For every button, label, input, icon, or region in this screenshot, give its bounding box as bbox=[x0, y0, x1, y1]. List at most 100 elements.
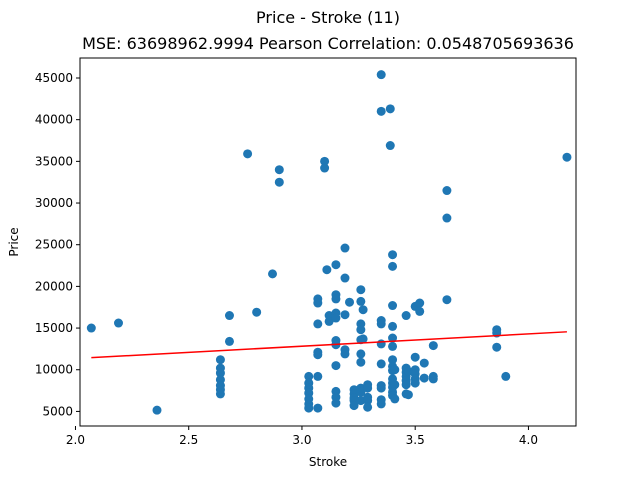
chart-subtitle: MSE: 63698962.9994 Pearson Correlation: … bbox=[82, 34, 574, 53]
data-point bbox=[376, 339, 386, 349]
data-point bbox=[243, 149, 253, 159]
x-tick-label: 3.0 bbox=[292, 433, 311, 447]
data-point bbox=[388, 355, 398, 365]
data-point bbox=[340, 349, 350, 359]
data-point bbox=[415, 306, 425, 316]
data-point bbox=[442, 186, 452, 196]
data-point bbox=[356, 387, 366, 397]
y-tick-label: 30000 bbox=[35, 196, 73, 210]
data-point bbox=[331, 294, 341, 304]
data-point bbox=[363, 383, 373, 393]
data-point bbox=[376, 319, 386, 329]
data-point bbox=[388, 250, 398, 260]
data-point bbox=[345, 297, 355, 307]
data-point bbox=[442, 213, 452, 223]
data-point bbox=[304, 403, 314, 413]
data-point bbox=[388, 341, 398, 351]
data-point bbox=[114, 318, 123, 328]
data-point bbox=[356, 325, 366, 335]
data-point bbox=[324, 316, 334, 326]
data-point bbox=[390, 394, 400, 404]
x-axis-ticks: 2.0 2.5 3.0 3.5 4.0 bbox=[66, 426, 538, 447]
data-point bbox=[356, 396, 366, 406]
data-point bbox=[363, 402, 373, 412]
data-point bbox=[274, 177, 284, 187]
data-point bbox=[331, 313, 341, 323]
data-point bbox=[415, 298, 425, 308]
data-point bbox=[376, 383, 386, 393]
data-point bbox=[376, 70, 386, 80]
x-axis-label: Stroke bbox=[309, 455, 347, 469]
data-point bbox=[385, 104, 395, 114]
data-point bbox=[320, 163, 330, 173]
data-point bbox=[356, 349, 366, 359]
chart-title: Price - Stroke (11) bbox=[256, 8, 400, 27]
data-point bbox=[376, 106, 386, 116]
data-point bbox=[401, 380, 411, 390]
y-tick-label: 15000 bbox=[35, 321, 73, 335]
data-point bbox=[442, 295, 452, 305]
data-point bbox=[358, 305, 368, 315]
data-point bbox=[313, 371, 323, 381]
y-tick-label: 20000 bbox=[35, 279, 73, 293]
data-point bbox=[385, 141, 395, 151]
data-point bbox=[428, 341, 438, 351]
y-tick-label: 40000 bbox=[35, 113, 73, 127]
x-tick-label: 2.0 bbox=[66, 433, 85, 447]
data-point bbox=[313, 298, 323, 308]
data-point bbox=[322, 265, 332, 275]
data-point bbox=[401, 311, 411, 321]
data-point bbox=[388, 321, 398, 331]
data-point bbox=[356, 296, 366, 306]
x-tick-label: 4.0 bbox=[519, 433, 538, 447]
regression-line bbox=[91, 331, 567, 359]
data-point bbox=[331, 260, 341, 270]
data-point bbox=[313, 403, 323, 413]
data-point bbox=[356, 285, 366, 295]
data-point bbox=[340, 310, 350, 320]
data-point bbox=[268, 269, 278, 279]
data-point bbox=[388, 301, 398, 311]
data-point bbox=[388, 333, 398, 343]
data-point bbox=[356, 357, 366, 367]
data-point bbox=[376, 359, 386, 369]
y-tick-label: 5000 bbox=[42, 404, 73, 418]
data-point bbox=[331, 398, 341, 408]
data-point bbox=[313, 350, 323, 360]
data-point bbox=[313, 319, 323, 329]
data-point bbox=[340, 273, 350, 283]
y-tick-label: 10000 bbox=[35, 363, 73, 377]
y-axis-ticks: 5000 10000 15000 20000 25000 30000 35000 40000 4… bbox=[35, 71, 80, 418]
data-point bbox=[358, 334, 368, 344]
data-point bbox=[390, 380, 400, 390]
data-point bbox=[152, 405, 162, 415]
data-point bbox=[215, 368, 225, 378]
data-point bbox=[215, 355, 225, 365]
data-point bbox=[492, 342, 502, 352]
data-point bbox=[224, 311, 234, 321]
data-point bbox=[252, 307, 262, 317]
data-point bbox=[274, 165, 284, 175]
y-tick-label: 45000 bbox=[35, 71, 73, 85]
data-point bbox=[419, 373, 429, 383]
data-point bbox=[388, 261, 398, 271]
data-point bbox=[419, 358, 429, 368]
data-point bbox=[501, 371, 511, 381]
x-tick-label: 3.5 bbox=[406, 433, 425, 447]
data-point bbox=[331, 361, 341, 371]
plot-area-frame bbox=[79, 57, 577, 427]
data-point bbox=[390, 365, 400, 375]
data-point bbox=[363, 396, 373, 406]
data-point bbox=[428, 374, 438, 384]
data-point bbox=[224, 336, 234, 346]
y-tick-label: 35000 bbox=[35, 154, 73, 168]
data-point bbox=[410, 378, 420, 388]
data-point bbox=[320, 156, 330, 166]
data-point bbox=[340, 243, 350, 253]
y-tick-label: 25000 bbox=[35, 238, 73, 252]
data-point bbox=[349, 401, 359, 411]
data-point bbox=[562, 152, 572, 162]
y-axis-label: Price bbox=[7, 227, 21, 256]
